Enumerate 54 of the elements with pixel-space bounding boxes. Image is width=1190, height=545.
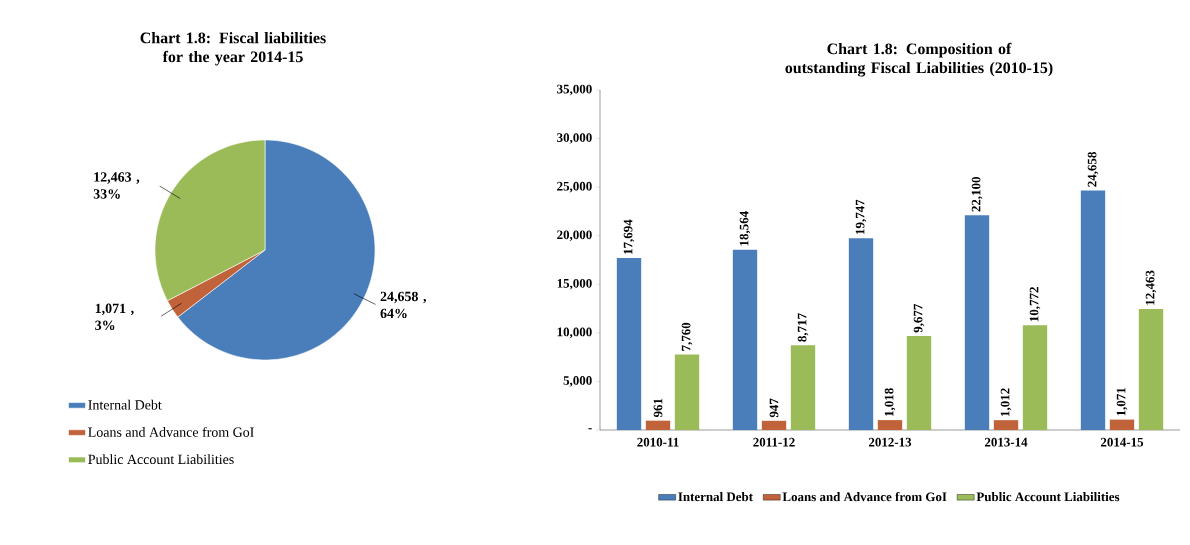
bar [674,354,700,430]
bar [877,420,903,430]
x-tick-label: 2014-15 [1100,437,1144,447]
data-label: 1,012 [1000,388,1012,416]
data-label: 947 [769,398,779,418]
bar [616,258,642,430]
bar [1138,308,1164,430]
y-tick-label: 10,000 [557,327,592,339]
data-label: 9,677 [913,303,925,333]
bar [1080,190,1106,430]
legend-label: Loans and Advance from GoI [782,491,947,502]
x-tick-label: 2012-13 [868,437,912,447]
chart-title: Chart 1.8: Composition of outstanding Fiscal Liabilities (2010-15) [785,42,1053,77]
data-label: 8,717 [797,313,809,342]
legend-label: Loans and Advance from GoI [88,426,254,437]
data-label: 24,658 , 64% [380,291,426,319]
data-label: 1,071 , 3% [95,303,134,331]
bar [1109,419,1135,430]
bar [790,345,816,430]
legend-label: Internal Debt [88,399,162,410]
bar [906,335,932,430]
y-tick-label: 35,000 [557,84,592,96]
data-label: 18,564 [739,211,751,246]
x-tick-label: 2011-12 [753,437,795,447]
data-label: 12,463 [1145,270,1157,305]
bar [732,249,758,430]
bar [645,420,671,430]
y-tick-label: 15,000 [557,278,592,290]
data-label: 961 [653,398,663,418]
x-tick-label: 2010-11 [637,437,679,447]
data-label: 1,071 [1116,387,1128,416]
data-label: 10,772 [1029,287,1041,322]
bar [993,420,1019,430]
legend-label: Public Account Liabilities [976,492,1120,502]
data-label: 24,658 [1087,152,1099,187]
bar [848,238,874,430]
data-label: 1,018 [884,388,896,416]
x-tick-label: 2013-14 [984,437,1028,447]
data-label: 17,694 [623,219,635,254]
bar [761,420,787,430]
data-label: 7,760 [681,322,693,351]
bar [964,215,990,430]
y-tick-label: 5,000 [563,376,592,387]
bar [1022,325,1048,430]
y-tick-label: - [588,428,592,430]
data-label: 22,100 [971,176,983,212]
y-tick-label: 25,000 [557,181,592,193]
legend-label: Internal Debt [678,492,753,502]
y-tick-label: 30,000 [557,133,592,144]
legend-label: Public Account Liabilities [88,454,234,465]
data-label: 12,463 , 33% [93,172,140,199]
data-label: 19,747 [855,199,867,234]
y-tick-label: 20,000 [557,230,592,242]
chart-title: Chart 1.8: Fiscal liabilities for the year 2014-15 [140,32,326,66]
